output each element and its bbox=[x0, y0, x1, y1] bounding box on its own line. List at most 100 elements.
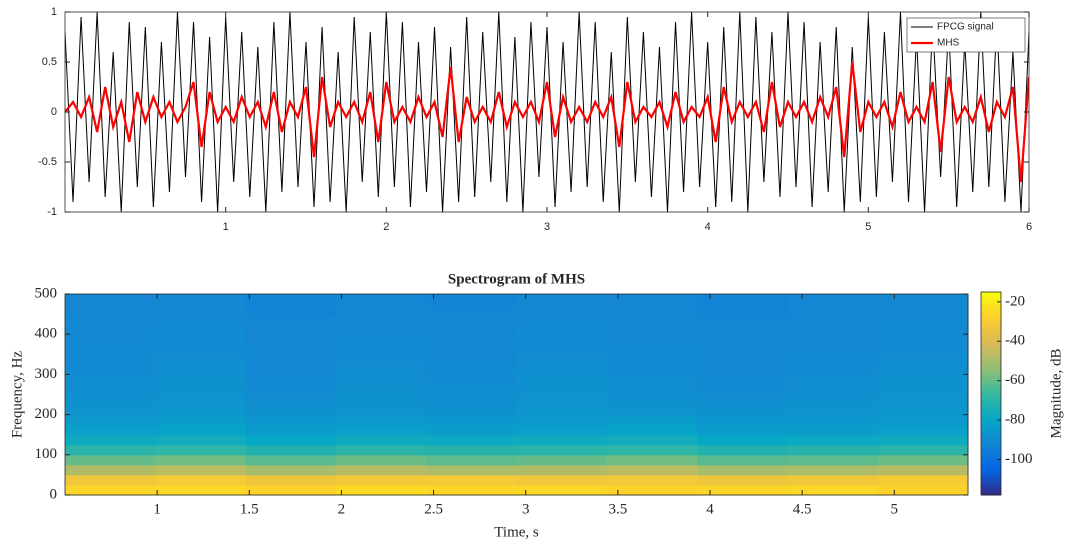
heat-cell bbox=[516, 344, 608, 355]
heat-cell bbox=[787, 364, 879, 375]
colorbar-step bbox=[981, 474, 1001, 479]
colorbar-step bbox=[981, 295, 1001, 300]
heat-cell bbox=[335, 394, 427, 406]
heat-cell bbox=[697, 434, 788, 446]
heat-cell bbox=[606, 394, 698, 406]
colorbar-step bbox=[981, 423, 1001, 428]
colorbar-step bbox=[981, 437, 1001, 442]
heat-cell bbox=[335, 364, 427, 375]
colorbar-step bbox=[981, 292, 1001, 296]
colorbar-step bbox=[981, 484, 1001, 489]
heat-cell bbox=[516, 374, 608, 385]
heat-cell bbox=[335, 384, 427, 395]
heat-cell bbox=[426, 384, 517, 395]
heat-cell bbox=[155, 464, 247, 476]
heat-cell bbox=[787, 334, 879, 345]
heat-cell bbox=[606, 434, 698, 446]
heat-cell bbox=[65, 354, 156, 365]
heat-cell bbox=[155, 484, 247, 496]
heat-cell bbox=[606, 304, 698, 315]
heat-cell bbox=[516, 394, 608, 406]
heat-cell bbox=[155, 374, 247, 385]
heat-cell bbox=[155, 444, 247, 456]
x-tick-label: 3 bbox=[544, 221, 550, 233]
colorbar-step bbox=[981, 461, 1001, 466]
heat-cell bbox=[335, 354, 427, 365]
heat-cell bbox=[606, 354, 698, 365]
x-tick-label: 2 bbox=[338, 501, 346, 517]
colorbar-step bbox=[981, 305, 1001, 310]
heat-cell bbox=[787, 294, 879, 305]
heat-cell bbox=[245, 304, 337, 315]
colorbar-step bbox=[981, 342, 1001, 347]
colorbar-box bbox=[980, 291, 1002, 496]
series-line bbox=[65, 12, 1029, 212]
heat-cell bbox=[877, 364, 969, 375]
heat-cell bbox=[787, 404, 879, 416]
colorbar-step bbox=[981, 356, 1001, 361]
heat-cell bbox=[426, 294, 517, 305]
heat-cell bbox=[877, 384, 969, 395]
heat-cell bbox=[245, 394, 337, 406]
x-tick-label: 5 bbox=[891, 501, 899, 517]
colorbar-step bbox=[981, 434, 1001, 438]
colorbar-step bbox=[981, 379, 1001, 384]
colorbar-step bbox=[981, 366, 1001, 371]
heat-cell bbox=[697, 354, 788, 365]
heat-cell bbox=[65, 384, 156, 395]
colorbar-step bbox=[981, 390, 1001, 394]
colorbar-step bbox=[981, 420, 1001, 425]
heat-cell bbox=[697, 444, 788, 456]
heat-cell bbox=[335, 324, 427, 335]
heat-cell bbox=[65, 304, 156, 315]
heat-cell bbox=[155, 304, 247, 315]
heat-cell bbox=[155, 324, 247, 335]
heat-cell bbox=[335, 374, 427, 385]
colorbar-step bbox=[981, 454, 1001, 459]
colorbar-step bbox=[981, 440, 1001, 445]
heat-cell bbox=[787, 374, 879, 385]
heat-cell bbox=[155, 364, 247, 375]
colorbar-step bbox=[981, 315, 1001, 320]
heat-cell bbox=[245, 314, 337, 325]
heat-cell bbox=[877, 464, 969, 476]
heat-cell bbox=[426, 344, 517, 355]
heat-cell bbox=[426, 414, 517, 426]
colorbar-step bbox=[981, 332, 1001, 337]
x-tick-label: 1.5 bbox=[240, 501, 259, 517]
colorbar-step bbox=[981, 471, 1001, 476]
colorbar-step bbox=[981, 407, 1001, 411]
heat-cell bbox=[516, 294, 608, 305]
heat-cell bbox=[516, 454, 608, 466]
heat-cell bbox=[155, 474, 247, 486]
colorbar-step bbox=[981, 451, 1001, 455]
y-tick-label: 0.5 bbox=[42, 56, 57, 68]
heat-cell bbox=[697, 464, 788, 476]
heat-cell bbox=[335, 444, 427, 456]
colorbar-step bbox=[981, 413, 1001, 418]
x-tick-label: 4 bbox=[705, 221, 711, 233]
heat-cell bbox=[426, 304, 517, 315]
x-axis-label: Time, s bbox=[494, 524, 539, 540]
heat-cell bbox=[426, 484, 517, 496]
heat-cell bbox=[606, 314, 698, 325]
heat-cell bbox=[245, 374, 337, 385]
heat-cell bbox=[697, 394, 788, 406]
heat-cell bbox=[877, 414, 969, 426]
heat-cell bbox=[426, 394, 517, 406]
colorbar-step bbox=[981, 302, 1001, 307]
heat-cell bbox=[155, 384, 247, 395]
heat-cell bbox=[606, 334, 698, 345]
x-tick-label: 2 bbox=[383, 221, 389, 233]
heat-cell bbox=[245, 474, 337, 486]
heat-cell bbox=[606, 424, 698, 436]
colorbar-label: Magnitude, dB bbox=[1048, 349, 1064, 439]
heat-cell bbox=[245, 434, 337, 446]
heat-cell bbox=[697, 344, 788, 355]
colorbar-step bbox=[981, 335, 1001, 340]
heat-cell bbox=[155, 454, 247, 466]
series-line bbox=[65, 61, 1029, 183]
heat-cell bbox=[65, 374, 156, 385]
heat-cell bbox=[697, 304, 788, 315]
heat-cell bbox=[877, 394, 969, 406]
